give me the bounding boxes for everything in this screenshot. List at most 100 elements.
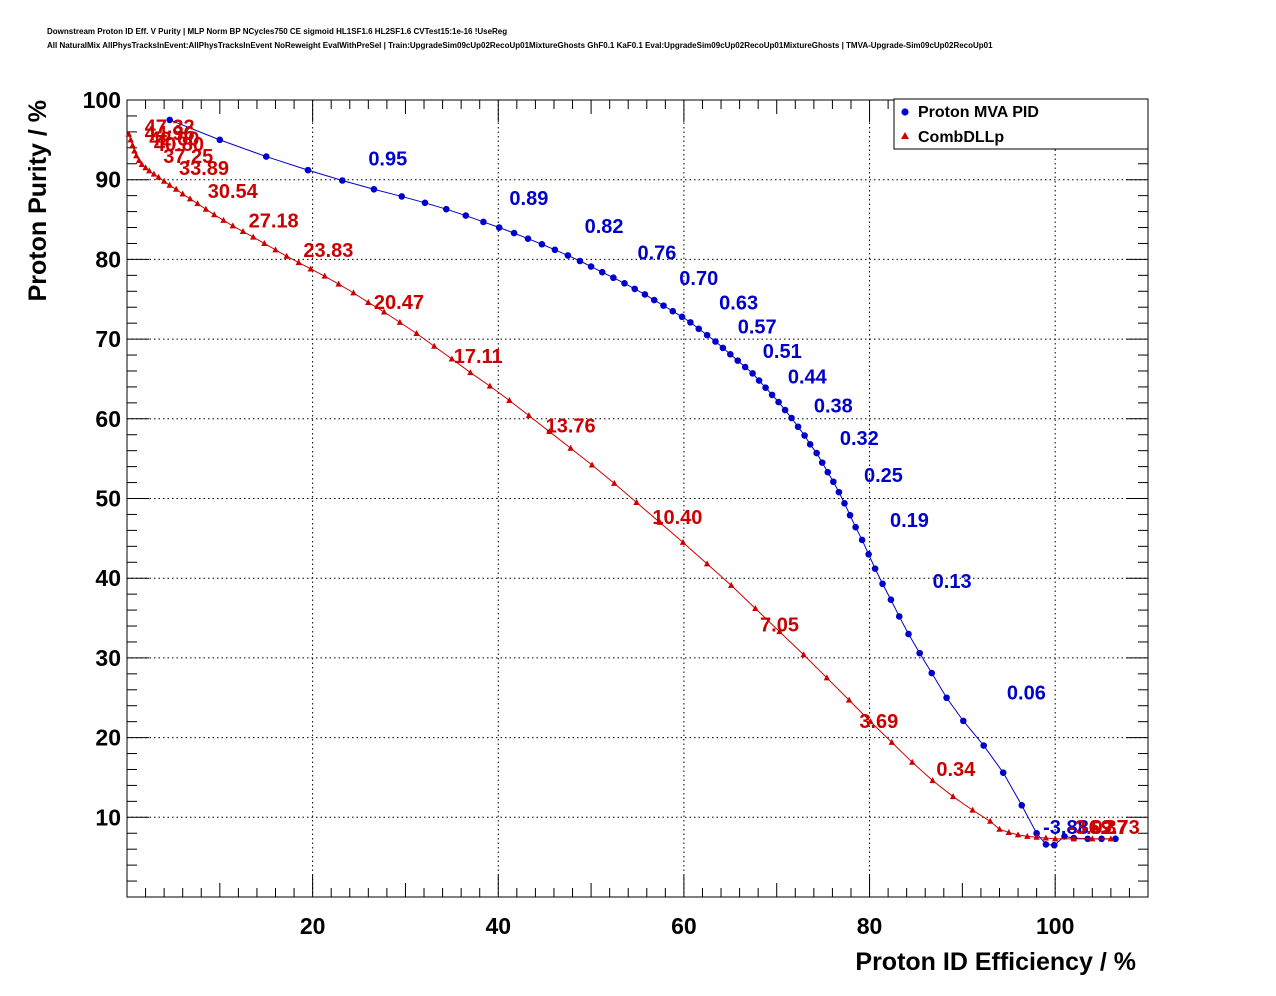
data-point-dll xyxy=(823,674,831,681)
data-point-dll xyxy=(179,190,186,197)
point-label-dll: 30.54 xyxy=(208,181,259,203)
data-point-mva xyxy=(510,229,518,237)
data-point-dll xyxy=(1051,835,1059,842)
data-point-mva xyxy=(576,257,584,265)
data-point-mva xyxy=(762,384,769,392)
data-point-mva xyxy=(895,613,903,620)
data-point-dll xyxy=(211,211,218,218)
data-point-mva xyxy=(749,370,756,377)
data-point-dll xyxy=(800,651,807,658)
data-point-dll xyxy=(987,817,994,824)
data-point-dll xyxy=(261,239,268,246)
data-point-mva xyxy=(1033,829,1040,837)
data-point-dll xyxy=(155,173,162,180)
data-point-mva xyxy=(741,363,749,371)
data-point-mva xyxy=(495,224,503,231)
data-point-mva xyxy=(734,357,742,364)
legend-marker-mva xyxy=(901,108,909,116)
point-label-mva: 0.38 xyxy=(814,395,853,417)
data-point-dll xyxy=(135,157,143,164)
data-point-dll xyxy=(272,246,279,253)
data-point-mva xyxy=(1050,841,1058,849)
y-tick-label: 30 xyxy=(95,645,121,671)
x-tick-label: 80 xyxy=(857,913,883,939)
point-label-dll: -6.37 xyxy=(1082,817,1128,839)
point-label-mva: 0.19 xyxy=(890,510,929,532)
data-point-mva xyxy=(462,212,470,219)
data-point-dll xyxy=(633,498,640,505)
data-point-mva xyxy=(727,350,734,358)
point-label-dll: 10.40 xyxy=(652,507,702,529)
point-label-mva: 0.51 xyxy=(763,341,802,363)
point-label-dll: 27.18 xyxy=(249,211,299,233)
data-point-dll xyxy=(396,318,404,325)
data-point-mva xyxy=(669,307,677,315)
data-point-dll xyxy=(160,177,168,184)
data-point-mva xyxy=(916,649,923,657)
y-tick-label: 100 xyxy=(83,87,121,113)
legend-label-dll: CombDLLp xyxy=(918,129,1004,146)
data-point-mva xyxy=(719,344,727,352)
data-point-dll xyxy=(506,396,513,403)
data-point-dll xyxy=(752,604,759,611)
data-point-mva xyxy=(551,246,559,254)
data-point-dll xyxy=(909,758,916,765)
data-point-dll xyxy=(1033,833,1040,840)
data-point-dll xyxy=(929,777,936,784)
data-point-mva xyxy=(818,459,826,466)
data-point-dll xyxy=(166,181,173,188)
data-point-dll xyxy=(888,738,896,745)
data-point-mva xyxy=(524,235,532,242)
point-label-dll: 37.25 xyxy=(163,146,213,168)
data-point-dll xyxy=(867,718,874,725)
point-label-dll: -9.73 xyxy=(1094,817,1140,839)
data-point-dll xyxy=(229,222,237,229)
data-point-dll xyxy=(307,265,314,272)
point-label-mva: 0.57 xyxy=(738,317,777,339)
data-point-mva xyxy=(794,423,802,431)
data-point-dll xyxy=(1070,835,1077,842)
x-tick-label: 100 xyxy=(1036,913,1074,939)
x-tick-label: 20 xyxy=(300,913,326,939)
legend: Proton MVA PID CombDLLp xyxy=(893,98,1149,150)
data-point-mva xyxy=(1018,802,1026,809)
axis-ticks: 20 40 60 80 100 10 20 30 40 50 60 70 80 90 100 xyxy=(83,87,1149,939)
point-label-dll: 40.80 xyxy=(154,134,204,156)
data-point-mva xyxy=(905,630,912,638)
data-point-dll xyxy=(131,147,138,154)
legend-label-mva: Proton MVA PID xyxy=(918,104,1039,121)
data-point-dll xyxy=(525,412,533,419)
data-point-mva xyxy=(980,742,988,749)
data-point-dll xyxy=(656,518,663,525)
data-point-mva xyxy=(865,550,872,558)
data-point-dll xyxy=(467,369,474,376)
data-point-mva xyxy=(660,302,667,309)
point-label-dll: 42.60 xyxy=(149,128,199,150)
data-point-dll xyxy=(679,538,687,545)
data-point-mva xyxy=(871,565,879,572)
point-label-mva: -3.88 xyxy=(1043,817,1089,839)
data-point-dll xyxy=(448,355,456,362)
data-point-mva xyxy=(846,511,854,519)
data-point-mva xyxy=(262,153,270,160)
data-point-mva xyxy=(538,240,546,248)
data-point-dll xyxy=(1005,828,1012,835)
data-point-mva xyxy=(887,596,895,604)
point-label-dll: 44.96 xyxy=(145,123,195,145)
data-point-dll xyxy=(1014,831,1022,838)
legend-box xyxy=(893,98,1149,150)
data-point-dll xyxy=(202,205,210,212)
data-point-mva xyxy=(650,296,658,304)
data-point-dll xyxy=(1107,835,1115,842)
data-point-dll xyxy=(1089,835,1096,842)
data-point-dll xyxy=(172,185,180,192)
data-point-mva xyxy=(687,319,694,326)
data-point-mva xyxy=(641,291,649,298)
data-point-mva xyxy=(755,377,763,384)
data-point-mva xyxy=(631,285,639,293)
data-point-dll xyxy=(295,259,302,266)
data-point-dll xyxy=(365,298,372,305)
data-point-dll xyxy=(1042,834,1050,841)
data-point-mva xyxy=(806,441,814,448)
